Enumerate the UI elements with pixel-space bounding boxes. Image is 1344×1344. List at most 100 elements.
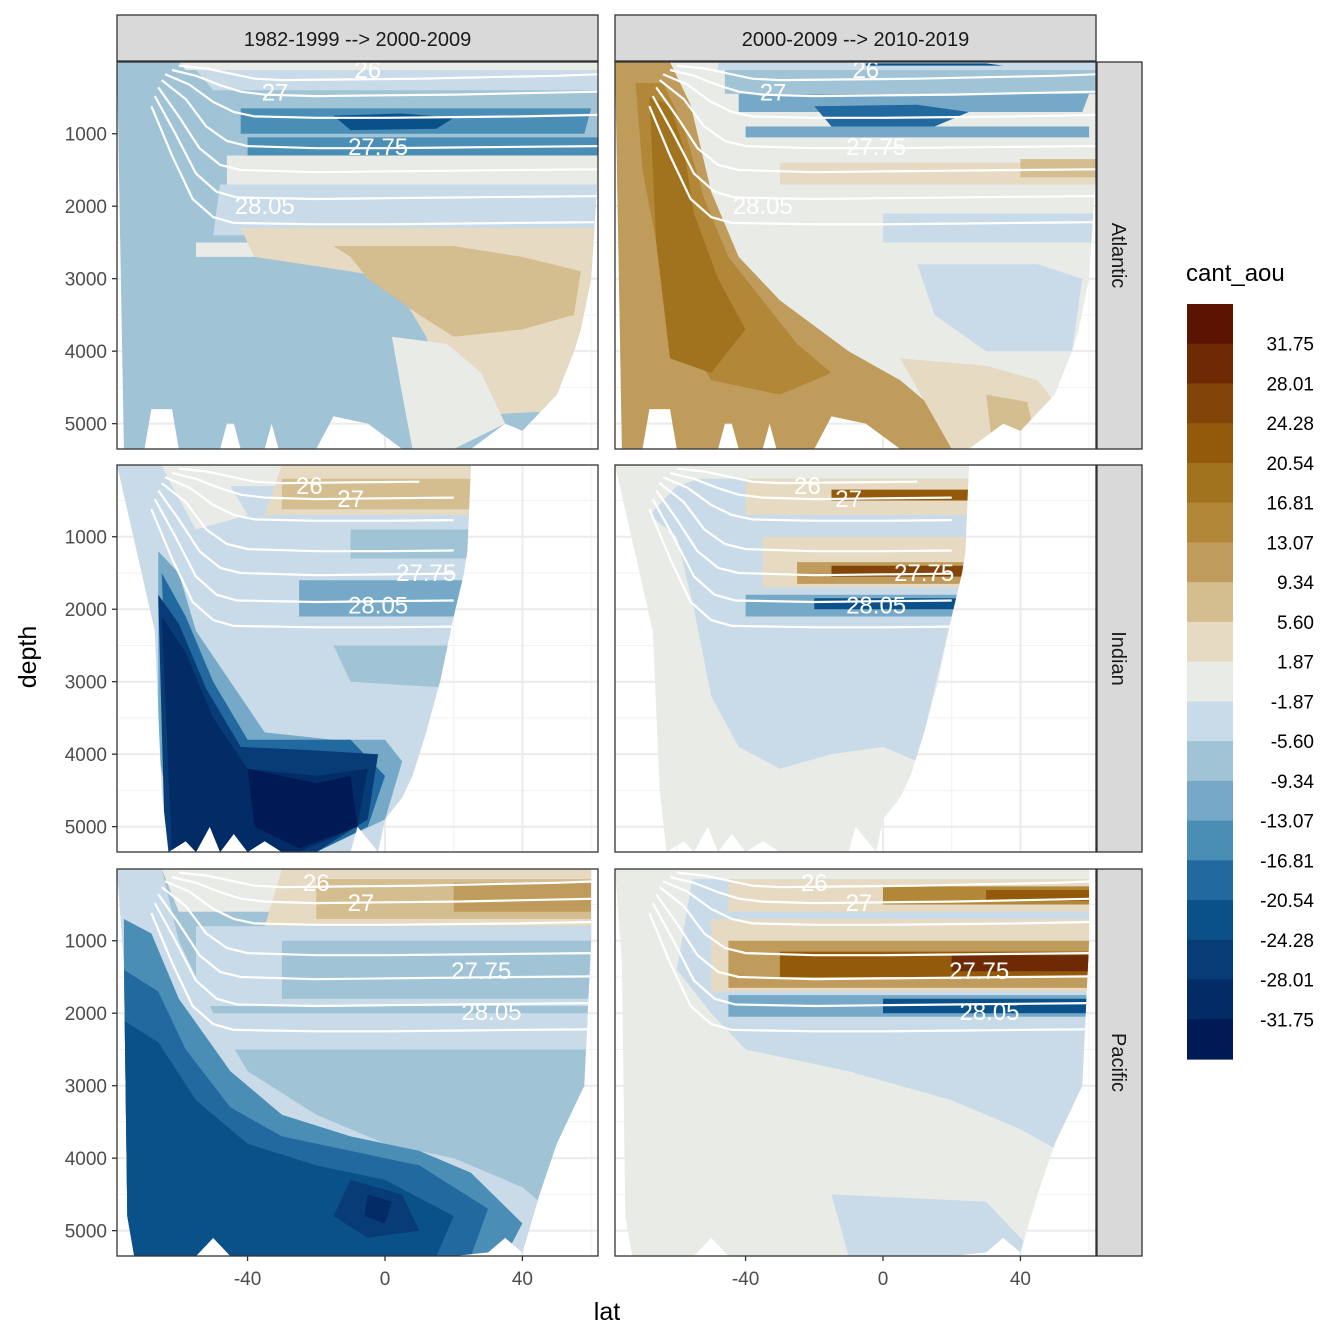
legend-swatch xyxy=(1187,621,1233,663)
isopycnal-label: 28.05 xyxy=(959,999,1019,1026)
contour-band xyxy=(659,869,1090,880)
isopycnal-line xyxy=(651,95,1096,201)
isopycnal-lines xyxy=(150,64,598,226)
isopycnal-line xyxy=(662,73,1096,119)
isopycnal-line xyxy=(659,482,952,553)
contour-band xyxy=(814,104,969,127)
legend-label: 5.60 xyxy=(1277,613,1314,634)
isopycnal-line xyxy=(655,86,1096,174)
y-tick-label: 1000 xyxy=(65,125,107,146)
contour-band xyxy=(391,336,506,449)
isopycnal-line xyxy=(164,476,454,522)
contour-band xyxy=(453,882,592,912)
y-tick-label: 4000 xyxy=(65,342,107,363)
legend-swatch xyxy=(1187,304,1233,345)
legend-label: 9.34 xyxy=(1277,573,1314,594)
isopycnal-label: 27.75 xyxy=(451,958,511,985)
isopycnal-label: 28.05 xyxy=(846,593,906,620)
legend-swatch xyxy=(1187,542,1233,583)
isopycnal-line xyxy=(153,498,454,604)
y-axis-title: depth xyxy=(14,626,42,689)
contour-band xyxy=(951,955,1090,972)
x-tick-label: 0 xyxy=(380,1269,391,1290)
y-tick-label: 4000 xyxy=(65,1149,107,1170)
isopycnal-line xyxy=(676,467,918,485)
facet-strip-top xyxy=(116,14,599,62)
x-tick-label: 40 xyxy=(512,1269,533,1290)
contour-band xyxy=(659,465,969,479)
contour-fill xyxy=(117,62,598,449)
legend-label: -1.87 xyxy=(1271,692,1314,713)
isopycnal-lines xyxy=(150,871,592,1033)
legend-label: 1.87 xyxy=(1277,653,1314,674)
isopycnal-line xyxy=(669,875,1090,905)
y-tick-label: 1000 xyxy=(65,932,107,953)
contour-band xyxy=(299,580,471,617)
isopycnal-label: 26 xyxy=(303,870,330,897)
isopycnal-line xyxy=(161,886,592,957)
isopycnal-label: 26 xyxy=(794,473,821,500)
facet-strip-right xyxy=(1096,61,1143,450)
panel-indian-1: 26 27 27.75 28.05 xyxy=(116,464,599,853)
legend-label: -20.54 xyxy=(1260,891,1314,912)
facet-panels: 26 27 27.75 28.05 26 27 27.75 28.05 26 27 27.75 28.… xyxy=(116,57,1097,1257)
legend-swatch xyxy=(1187,462,1233,504)
contour-band xyxy=(831,1194,1038,1256)
contour-fill xyxy=(615,869,1090,1256)
facet-strip-label: Indian xyxy=(1107,631,1129,686)
contour-fill xyxy=(615,62,1096,449)
x-tick-label: -40 xyxy=(732,1269,759,1290)
legend-swatch xyxy=(1187,780,1233,822)
legend-swatch xyxy=(1187,582,1233,623)
isopycnal-line xyxy=(676,871,1090,889)
isopycnal-line xyxy=(662,880,1090,926)
y-tick-label: 4000 xyxy=(65,745,107,766)
isopycnal-label: 27 xyxy=(846,890,873,917)
y-tick-label: 5000 xyxy=(65,415,107,436)
isopycnal-line xyxy=(659,886,1090,957)
isopycnal-label: 27 xyxy=(760,79,787,106)
contour-band xyxy=(745,126,1090,138)
x-axis-title: lat xyxy=(594,1298,620,1326)
isopycnal-lines xyxy=(648,467,952,629)
legend-swatch xyxy=(1187,979,1233,1020)
legend-swatch xyxy=(1187,860,1233,901)
contour-band xyxy=(333,645,471,689)
legend-label: -16.81 xyxy=(1260,851,1314,872)
isopycnal-line xyxy=(153,95,598,201)
y-tick-label: 3000 xyxy=(65,1077,107,1098)
panel-border xyxy=(614,868,1097,1257)
isopycnal-line xyxy=(178,64,598,82)
x-tick-label: -40 xyxy=(234,1269,261,1290)
isopycnal-line xyxy=(171,68,598,98)
legend-swatch xyxy=(1187,423,1233,464)
y-tick-label: 2000 xyxy=(65,600,107,621)
isopycnal-line xyxy=(648,912,1090,1033)
legend-label: -5.60 xyxy=(1271,732,1314,753)
contour-fill xyxy=(117,869,592,1256)
isopycnal-label: 26 xyxy=(296,473,323,500)
facet-strip-label: 2000-2009 --> 2010-2019 xyxy=(742,29,969,51)
isopycnal-line xyxy=(662,476,952,522)
legend-swatch xyxy=(1187,939,1233,981)
legend-label: 20.54 xyxy=(1266,454,1314,475)
legend-swatch xyxy=(1187,820,1233,861)
legend-label: -13.07 xyxy=(1260,812,1314,833)
isopycnal-line xyxy=(161,482,454,553)
legend-label: -9.34 xyxy=(1271,772,1315,793)
isopycnal-line xyxy=(178,871,592,889)
facet-strip-label: 1982-1999 --> 2000-2009 xyxy=(244,29,471,51)
isopycnal-line xyxy=(164,880,592,926)
x-tick-label: 0 xyxy=(878,1269,889,1290)
isopycnal-label: 26 xyxy=(801,870,828,897)
color-legend: cant_aou 31.75 28.01 24.28 20.54 16.81 13.07 9… xyxy=(1186,260,1314,1060)
contour-band xyxy=(247,137,598,156)
contour-band xyxy=(196,70,598,91)
contour-band xyxy=(779,162,1096,185)
y-tick-label: 3000 xyxy=(65,673,107,694)
isopycnal-label: 27.75 xyxy=(396,560,456,587)
isopycnal-line xyxy=(648,508,952,629)
contour-band xyxy=(865,63,1004,66)
isopycnal-label: 27.75 xyxy=(846,134,906,161)
facet-strip-right xyxy=(1096,868,1143,1257)
